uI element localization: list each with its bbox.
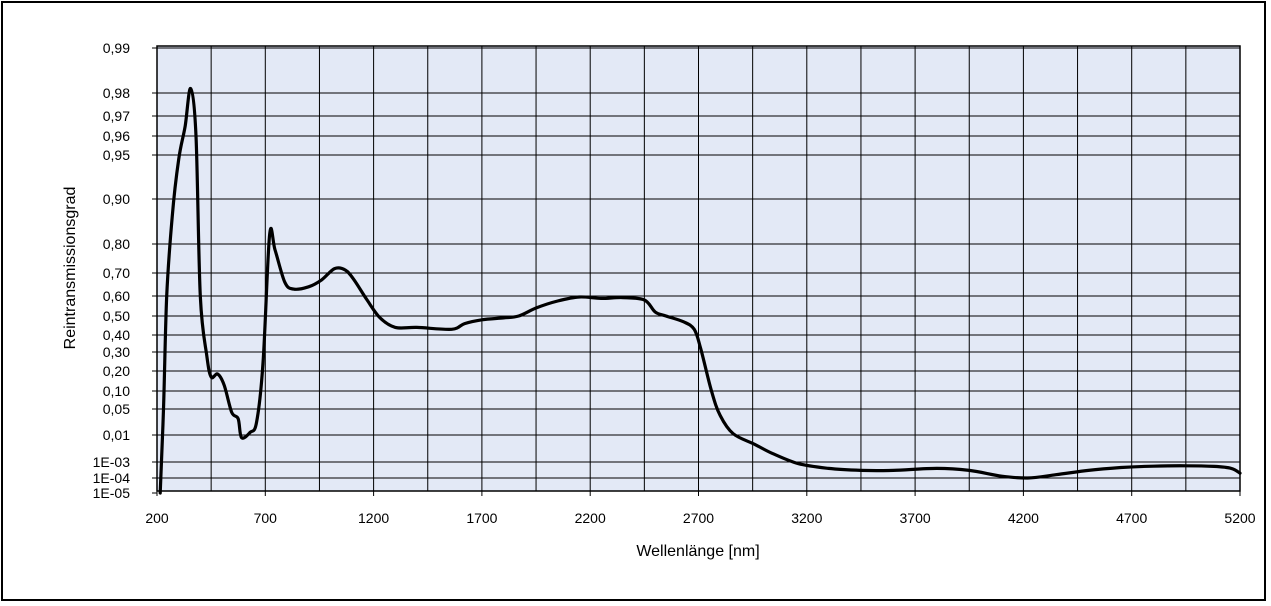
y-tick-label: 0,01 (103, 427, 130, 443)
x-tick-label: 1700 (466, 510, 497, 526)
series-line (158, 86, 1242, 495)
x-tick-label: 4200 (1008, 510, 1039, 526)
x-axis-ticks: 200 700 1200 1700 2200 2700 3200 3700 4200 4700 52… (145, 491, 1256, 526)
y-tick-label: 0,50 (103, 308, 130, 324)
y-tick-label: 0,70 (103, 265, 130, 281)
y-tick-label: 0,96 (103, 128, 130, 144)
x-tick-label: 5200 (1224, 510, 1255, 526)
x-tick-label: 200 (145, 510, 169, 526)
y-tick-label: 1E-04 (93, 470, 131, 486)
y-tick-label: 0,30 (103, 344, 130, 360)
y-tick-label: 0,60 (103, 288, 130, 304)
y-axis-title: Reintransmissionsgrad (62, 187, 79, 350)
y-tick-label: 0,10 (103, 383, 130, 399)
chart-svg: 0,99 0,98 0,97 0,96 0,95 0,90 0,80 0,70 0,60 0,50… (62, 40, 1256, 560)
y-tick-label: 0,99 (103, 40, 130, 56)
x-tick-label: 3200 (791, 510, 822, 526)
x-tick-label: 1200 (358, 510, 389, 526)
x-tick-label: 2700 (683, 510, 714, 526)
x-axis-title: Wellenlänge [nm] (636, 543, 759, 560)
y-axis-ticks: 0,99 0,98 0,97 0,96 0,95 0,90 0,80 0,70 0,60 0,50… (93, 40, 157, 501)
grid-lines (157, 46, 1240, 491)
x-tick-label: 2200 (575, 510, 606, 526)
y-tick-label: 0,05 (103, 401, 130, 417)
y-tick-label: 0,80 (103, 236, 130, 252)
y-tick-label: 1E-03 (93, 454, 131, 470)
y-tick-label: 0,95 (103, 147, 130, 163)
y-tick-label: 0,90 (103, 191, 130, 207)
x-tick-label: 4700 (1116, 510, 1147, 526)
x-tick-label: 700 (254, 510, 278, 526)
y-tick-label: 0,20 (103, 363, 130, 379)
y-tick-label: 0,97 (103, 108, 130, 124)
y-tick-label: 1E-05 (93, 485, 131, 501)
x-tick-label: 3700 (900, 510, 931, 526)
y-tick-label: 0,40 (103, 327, 130, 343)
y-tick-label: 0,98 (103, 85, 130, 101)
